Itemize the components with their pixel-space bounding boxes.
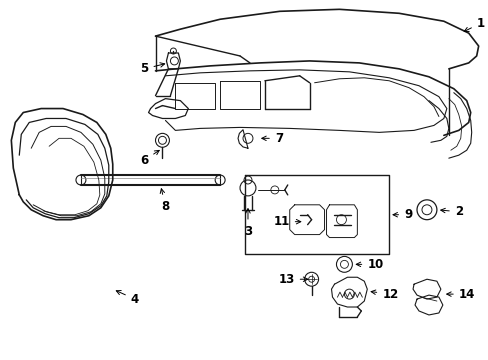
Text: 3: 3 [244,209,251,238]
Text: 6: 6 [140,150,159,167]
Text: 1: 1 [463,17,484,31]
Text: 12: 12 [370,288,398,301]
Text: 7: 7 [261,132,283,145]
Text: 5: 5 [140,62,164,75]
Text: 14: 14 [446,288,474,301]
Text: 9: 9 [392,208,411,221]
Text: 10: 10 [356,258,383,271]
Text: 2: 2 [440,205,462,218]
Text: 11: 11 [273,215,300,228]
Text: 8: 8 [160,189,169,213]
Text: 13: 13 [278,273,307,286]
Text: 4: 4 [116,291,139,306]
